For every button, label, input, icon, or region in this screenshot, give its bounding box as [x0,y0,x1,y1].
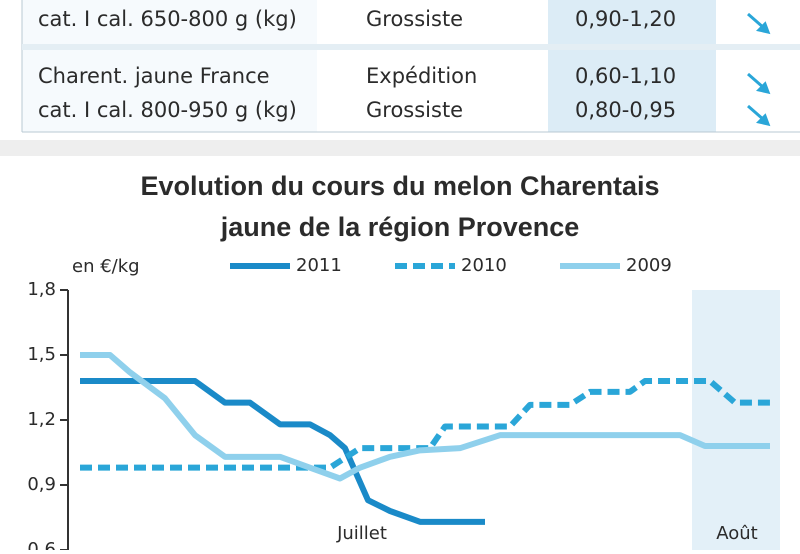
cell: 0,60-1,10 [575,64,676,88]
legend-label: 2010 [461,255,507,276]
y-tick-label: 1,8 [27,279,56,300]
month-label: Août [716,523,757,544]
y-tick-label: 1,2 [27,409,56,430]
cell: 0,80-0,95 [575,98,676,122]
month-label: Juillet [336,523,387,544]
chart-title: Evolution du cours du melon Charentais [140,171,659,201]
cell: Grossiste [366,7,463,31]
cell: Expédition [366,64,477,88]
legend-label: 2011 [296,255,342,276]
unit-label: en €/kg [72,256,140,277]
cell: cat. I cal. 800-950 g (kg) [38,98,297,122]
cell: 0,90-1,20 [575,7,676,31]
separator [0,140,800,156]
cell: Grossiste [366,98,463,122]
y-tick-label: 1,5 [27,344,56,365]
price-column [548,0,716,132]
y-tick-label: 0,6 [27,539,56,550]
cell: Charent. jaune France [38,64,270,88]
month-band [692,290,780,550]
chart-title: jaune de la région Provence [220,212,580,242]
y-tick-label: 0,9 [27,474,56,495]
legend-label: 2009 [626,255,672,276]
series-line [80,378,485,525]
product-column [22,0,317,132]
series-line [80,352,770,482]
cell: cat. I cal. 650-800 g (kg) [38,7,297,31]
trend-arrows [747,12,771,127]
series-line [80,378,770,471]
